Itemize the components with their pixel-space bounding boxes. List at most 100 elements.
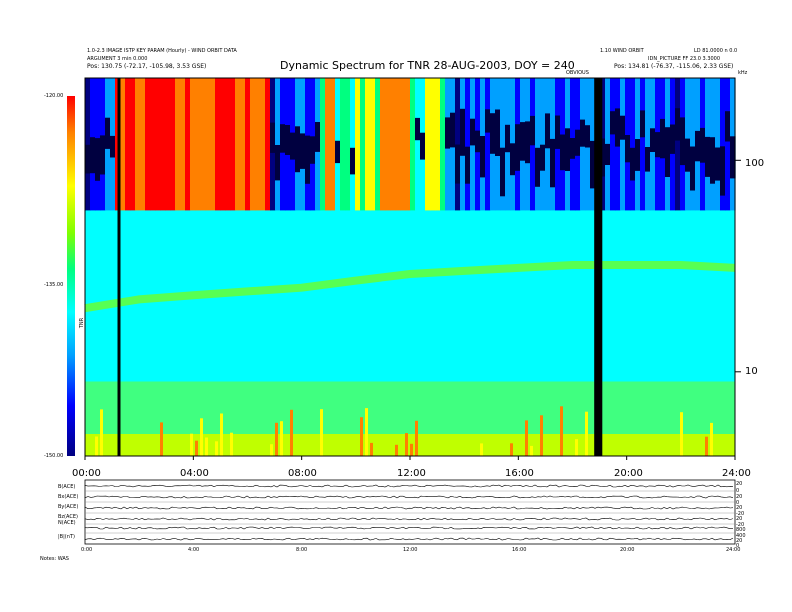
upper-band-dark — [650, 128, 656, 152]
upper-band-dark — [695, 130, 701, 162]
panel-trace-0 — [84, 484, 734, 488]
upper-band-dark — [575, 129, 581, 156]
upper-band-column — [685, 78, 691, 211]
panel-xtick-3: 12:00 — [403, 547, 418, 553]
upper-band-column — [85, 78, 91, 211]
upper-band-column — [480, 78, 486, 211]
upper-band-column — [100, 78, 106, 211]
upper-band-column — [450, 78, 456, 211]
upper-band-column — [120, 78, 126, 211]
bottom-burst — [275, 422, 278, 456]
upper-band-column — [110, 78, 116, 211]
upper-band-column — [325, 78, 331, 211]
upper-band-dark — [465, 146, 471, 184]
upper-band-column — [260, 78, 266, 211]
upper-band-column — [570, 78, 576, 211]
upper-band-column — [195, 78, 201, 211]
upper-band-dark — [655, 132, 661, 158]
upper-band-dark — [485, 109, 491, 133]
plasma-line — [84, 261, 736, 313]
upper-band-column — [280, 78, 286, 211]
upper-band-column — [720, 78, 726, 211]
upper-band-column — [600, 78, 606, 211]
upper-band-dark — [675, 108, 681, 141]
upper-band-column — [285, 78, 291, 211]
bottom-burst — [360, 417, 363, 456]
upper-band-dark — [615, 108, 621, 147]
upper-band-dark — [555, 115, 561, 149]
upper-band-dark — [450, 112, 456, 148]
upper-band-column — [170, 78, 176, 211]
colorbar — [67, 96, 75, 456]
upper-band-dark — [610, 111, 616, 135]
upper-band-column — [410, 78, 416, 211]
upper-band-dark — [585, 125, 591, 148]
upper-band-column — [275, 78, 281, 211]
bottom-burst — [200, 418, 203, 456]
upper-band-column — [375, 78, 381, 211]
upper-band-column — [535, 78, 541, 211]
header-info-right-1: 1.10 WIND ORBIT — [600, 48, 644, 54]
upper-band-column — [390, 78, 396, 211]
panel-label-1: B(ACE) — [58, 484, 76, 490]
panel-rtick-5b: 400 — [736, 533, 746, 539]
panel-rtick-6a: 20 — [736, 538, 743, 544]
upper-band-column — [370, 78, 376, 211]
upper-band-column — [550, 78, 556, 211]
upper-band-column — [665, 78, 671, 211]
upper-band-dark — [540, 144, 546, 171]
upper-band-dark — [85, 144, 91, 174]
upper-band-column — [725, 78, 731, 211]
upper-band-column — [340, 78, 346, 211]
upper-band-dark — [670, 124, 676, 154]
upper-band-column — [215, 78, 221, 211]
upper-band-dark — [110, 135, 116, 158]
upper-band-dark — [690, 146, 696, 191]
upper-band-column — [500, 78, 506, 211]
upper-band-column — [590, 78, 596, 211]
bottom-burst — [525, 420, 528, 456]
upper-band-column — [700, 78, 706, 211]
panel-label-4: Bz(ACE) — [58, 514, 78, 520]
upper-band-dark — [705, 136, 711, 177]
bottom-burst — [215, 441, 218, 456]
header-info-right-3: IDN_PICTURE FF 23.0 3.3000 — [648, 56, 721, 62]
upper-band-column — [650, 78, 656, 211]
panel-xtick-2: 8:00 — [296, 547, 308, 553]
header-pos-right: Pos: 134.81 (-76.37, -115.06, 2.33 GSE) — [614, 64, 733, 70]
upper-band-dark — [645, 147, 651, 172]
panel-trace-5 — [84, 537, 734, 541]
panel-rtick-3a: 20 — [736, 505, 743, 511]
upper-band-dark — [455, 144, 461, 184]
upper-band-column — [255, 78, 261, 211]
upper-band-column — [470, 78, 476, 211]
upper-band-dark — [90, 137, 96, 174]
upper-band-dark — [415, 117, 421, 141]
upper-band-dark — [95, 138, 101, 181]
x-tick-3: 12:00 — [397, 468, 426, 479]
upper-band-dark — [680, 117, 686, 166]
upper-band-column — [695, 78, 701, 211]
upper-band-column — [555, 78, 561, 211]
upper-band-column — [300, 78, 306, 211]
panel-rtick-2a: 20 — [736, 494, 743, 500]
upper-band-dark — [620, 115, 626, 140]
upper-band-column — [140, 78, 146, 211]
upper-band-column — [415, 78, 421, 211]
pos-right-label: Pos: — [614, 63, 627, 70]
bottom-burst — [530, 445, 533, 456]
upper-band-column — [690, 78, 696, 211]
panel-trace-2 — [84, 506, 734, 510]
upper-band-column — [580, 78, 586, 211]
upper-band-column — [510, 78, 516, 211]
upper-band-column — [530, 78, 536, 211]
upper-band-column — [185, 78, 191, 211]
upper-band-column — [595, 78, 601, 211]
upper-band-column — [235, 78, 241, 211]
upper-band-column — [645, 78, 651, 211]
panel-xtick-4: 16:00 — [512, 547, 527, 553]
bottom-burst — [540, 415, 543, 456]
upper-band-dark — [570, 138, 576, 159]
upper-band-dark — [420, 132, 426, 160]
upper-band-column — [440, 78, 446, 211]
